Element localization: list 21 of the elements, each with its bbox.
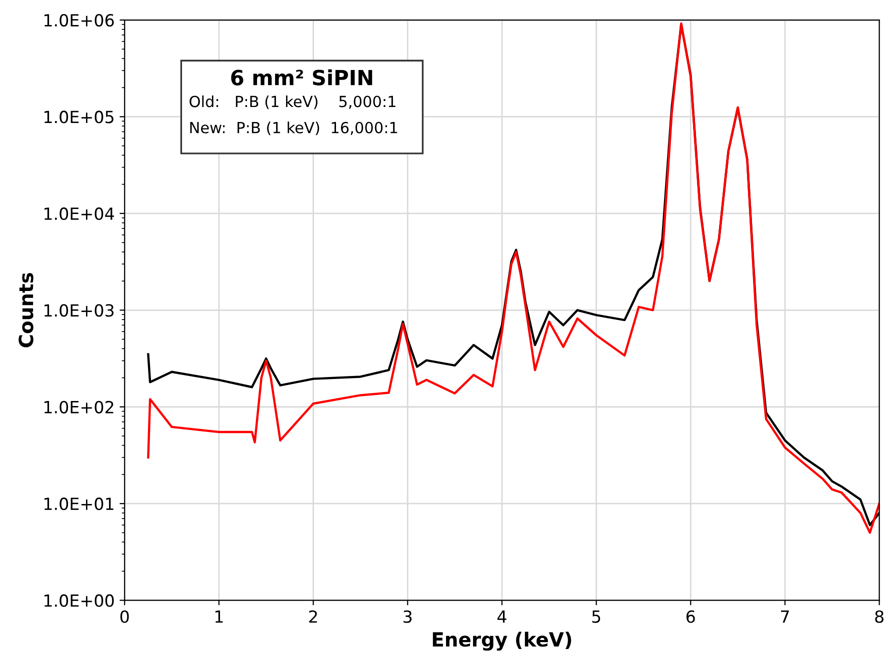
y-tick-label: 1.0E+06 (44, 14, 114, 27)
x-tick-label: 1 (215, 610, 223, 623)
y-tick-label: 1.0E+04 (44, 207, 114, 220)
x-tick-label: 0 (120, 610, 129, 623)
x-tick-label: 3 (404, 610, 412, 623)
y-tick-label: 1.0E+02 (44, 400, 114, 414)
x-axis-title: Energy (keV) (432, 632, 572, 651)
y-tick-label: 1.0E+03 (44, 304, 114, 317)
x-tick-label: 4 (497, 610, 506, 623)
annotation: New: P:B (1 keV) 16,000:1 (190, 122, 398, 136)
x-tick-label: 8 (875, 610, 884, 623)
y-tick-label: 1.0E+00 (44, 594, 114, 607)
x-tick-label: 2 (309, 610, 317, 623)
x-tick-label: 5 (592, 610, 600, 623)
y-tick-label: 1.0E+01 (44, 498, 114, 510)
annotation: 6 mm² SiPIN (231, 69, 372, 86)
annotation: Old: P:B (1 keV) 5,000:1 (190, 95, 396, 110)
x-tick-label: 6 (686, 610, 695, 623)
y-tick-label: 1.0E+05 (44, 110, 114, 124)
x-tick-label: 7 (781, 610, 789, 623)
y-axis-title: Counts (18, 272, 34, 348)
